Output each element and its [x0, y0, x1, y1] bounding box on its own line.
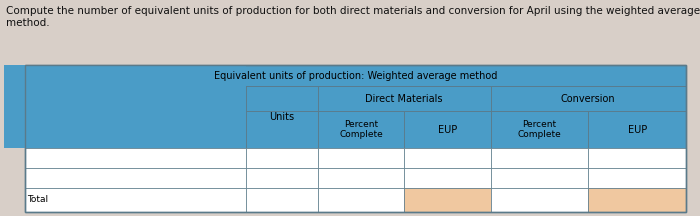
Bar — [246, 86, 318, 111]
Bar — [246, 168, 318, 188]
Bar — [588, 168, 686, 188]
Text: Compute the number of equivalent units of production for both direct materials a: Compute the number of equivalent units o… — [6, 6, 700, 28]
Bar — [404, 188, 491, 212]
Bar — [588, 111, 686, 148]
Bar — [491, 168, 588, 188]
Bar — [318, 188, 404, 212]
Text: Units: Units — [270, 112, 295, 122]
Bar — [246, 148, 318, 168]
Bar — [25, 111, 246, 148]
Text: Percent
Complete: Percent Complete — [517, 120, 561, 139]
Bar — [25, 65, 686, 212]
Text: EUP: EUP — [438, 125, 457, 135]
Text: Equivalent units of production: Weighted average method: Equivalent units of production: Weighted… — [214, 71, 497, 81]
Text: EUP: EUP — [627, 125, 647, 135]
Bar — [491, 148, 588, 168]
Bar — [4, 65, 246, 148]
Bar — [246, 111, 318, 148]
Bar — [25, 168, 246, 188]
Bar — [25, 65, 686, 212]
Text: Total: Total — [27, 195, 48, 204]
Bar — [318, 86, 491, 111]
Bar — [25, 188, 246, 212]
Bar — [318, 111, 404, 148]
Bar — [491, 188, 588, 212]
Bar — [404, 148, 491, 168]
Bar — [318, 168, 404, 188]
Text: Conversion: Conversion — [561, 94, 615, 104]
Bar — [588, 148, 686, 168]
Bar — [25, 65, 686, 86]
Bar — [588, 188, 686, 212]
Bar — [491, 111, 588, 148]
Bar — [318, 148, 404, 168]
Text: Percent
Complete: Percent Complete — [339, 120, 383, 139]
Bar — [404, 111, 491, 148]
Bar — [246, 188, 318, 212]
Bar — [491, 86, 686, 111]
Bar — [404, 168, 491, 188]
Bar — [25, 86, 246, 111]
Bar — [25, 148, 246, 168]
Text: Direct Materials: Direct Materials — [365, 94, 443, 104]
